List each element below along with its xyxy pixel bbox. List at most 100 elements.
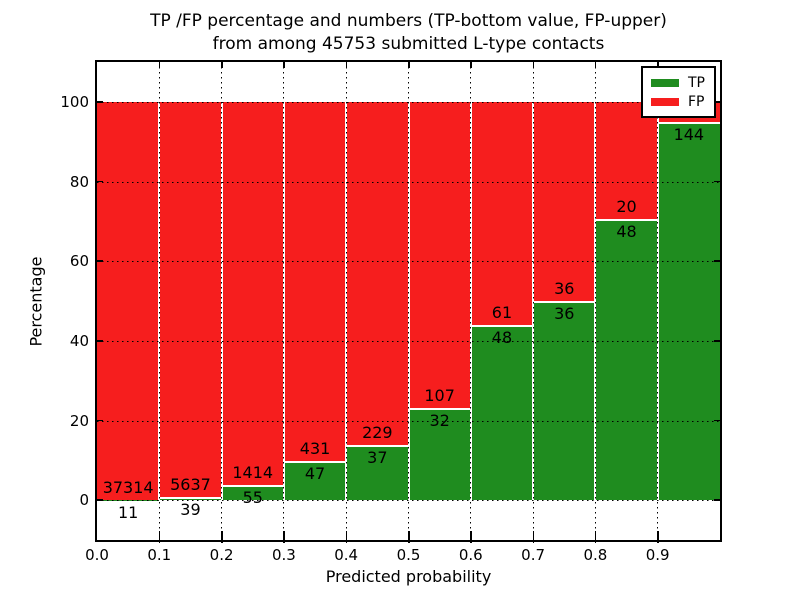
- tp-count-label: 11: [117, 503, 139, 523]
- x-tick-label: 0.5: [396, 546, 421, 564]
- fp-bar: [283, 101, 347, 461]
- grid-line-vertical: [408, 62, 409, 540]
- tp-count-label: 48: [616, 221, 637, 241]
- tp-count-label: 37: [367, 447, 388, 467]
- tp-legend-swatch: [651, 78, 679, 87]
- grid-line-horizontal: [97, 500, 720, 502]
- x-tick-mark: [158, 531, 161, 543]
- x-tick-mark: [594, 531, 597, 543]
- x-tick-label: 0.3: [271, 546, 296, 564]
- grid-line-vertical: [158, 62, 160, 540]
- grid-line-horizontal: [97, 261, 720, 263]
- y-tick-mark-right: [714, 180, 720, 183]
- fp-legend-label: FP: [688, 93, 705, 110]
- fp-bar: [221, 101, 284, 486]
- y-tick-mark: [97, 180, 103, 183]
- grid-line-horizontal: [97, 101, 720, 103]
- tp-bar: [283, 461, 347, 501]
- fp-bar: [346, 101, 409, 445]
- y-tick-mark-right: [714, 260, 720, 262]
- tp-count-label: 47: [304, 464, 326, 483]
- fp-count-label: 229: [362, 422, 393, 442]
- grid-line-vertical: [657, 62, 659, 540]
- x-tick-mark-top: [221, 62, 223, 68]
- x-tick-label: 0.6: [458, 546, 483, 564]
- x-tick-mark: [470, 531, 472, 543]
- fp-legend-swatch: [651, 97, 679, 106]
- x-tick-mark: [408, 531, 410, 543]
- fp-bar: [533, 101, 596, 301]
- x-tick-mark: [345, 531, 348, 543]
- tp-bar: [221, 485, 284, 501]
- legend: TP FP: [641, 66, 716, 118]
- fp-count-label: 20: [616, 196, 637, 216]
- tp-bar: [346, 444, 409, 501]
- tp-bar: [533, 301, 596, 501]
- grid-line-vertical: [283, 62, 285, 540]
- x-tick-mark-top: [594, 62, 597, 68]
- x-tick-label: 0.4: [334, 546, 359, 564]
- fp-bar: [97, 101, 160, 501]
- x-tick-mark-top: [345, 62, 348, 68]
- tp-count-label: 32: [429, 411, 450, 431]
- y-tick-label: 100: [60, 92, 89, 111]
- chart-title-line2: from among 45753 submitted L-type contac…: [212, 34, 605, 54]
- legend-row-tp: TP: [651, 73, 705, 92]
- x-tick-mark: [532, 531, 535, 543]
- grid-line-horizontal: [97, 181, 720, 183]
- grid-line-horizontal: [97, 340, 720, 342]
- tp-bar: [159, 497, 222, 501]
- x-tick-mark: [657, 531, 659, 543]
- tp-legend-label: TP: [688, 74, 705, 91]
- y-tick-label: 40: [69, 331, 89, 350]
- x-tick-label: 0.1: [147, 546, 172, 564]
- y-tick-mark: [97, 260, 103, 262]
- x-tick-label: 0.7: [521, 546, 546, 564]
- tp-count-label: 48: [491, 327, 513, 347]
- y-tick-mark: [97, 499, 103, 501]
- x-tick-mark-top: [283, 62, 285, 68]
- plot-area: TP FP 37314 11 5637 39 1414 55 431 47 229 37 107 32…: [60, 60, 722, 564]
- fp-count-label: 1414: [232, 463, 274, 483]
- x-tick-label: 0.0: [85, 546, 109, 564]
- grid-line-vertical: [221, 62, 223, 540]
- x-tick-label: 0.2: [209, 546, 234, 564]
- grid-line-horizontal: [97, 420, 720, 422]
- grid-line-vertical: [594, 62, 596, 540]
- fp-count-label: 5637: [170, 475, 211, 495]
- y-axis-label: Percentage: [26, 256, 46, 347]
- tp-count-label: 144: [673, 124, 705, 144]
- fp-bar: [470, 101, 534, 325]
- y-tick-mark-right: [714, 340, 720, 342]
- x-tick-mark-top: [532, 62, 535, 68]
- grid-line-vertical: [345, 62, 347, 540]
- y-tick-mark-right: [714, 419, 720, 422]
- tp-bar: [470, 324, 534, 501]
- fp-count-label: 37314: [102, 478, 154, 498]
- fp-count-label: 431: [299, 439, 331, 458]
- fp-bar: [159, 101, 222, 498]
- x-tick-mark-top: [470, 62, 472, 68]
- tp-count-label: 55: [242, 488, 263, 508]
- legend-row-fp: FP: [651, 92, 705, 111]
- x-tick-mark: [283, 531, 285, 543]
- y-tick-mark: [97, 101, 103, 103]
- x-tick-mark-top: [158, 62, 161, 68]
- y-tick-label: 80: [69, 172, 89, 191]
- x-tick-mark-top: [408, 62, 410, 68]
- grid-line-vertical: [470, 62, 472, 540]
- fp-bar: [408, 101, 471, 409]
- x-tick-mark-top: [657, 62, 659, 68]
- y-tick-mark-right: [714, 499, 720, 501]
- x-tick-label: 0.8: [583, 546, 608, 564]
- x-tick-label: 0.9: [645, 546, 670, 564]
- y-tick-mark: [97, 340, 103, 342]
- x-axis-label: Predicted probability: [325, 567, 492, 586]
- fp-count-label: 107: [424, 386, 455, 406]
- tp-bar: [408, 408, 471, 501]
- y-tick-mark-right: [714, 101, 720, 103]
- chart-title: TP /FP percentage and numbers (TP-bottom…: [97, 10, 720, 56]
- fp-bar: [595, 101, 658, 219]
- x-tick-mark: [221, 531, 223, 543]
- tp-bar: [595, 218, 658, 501]
